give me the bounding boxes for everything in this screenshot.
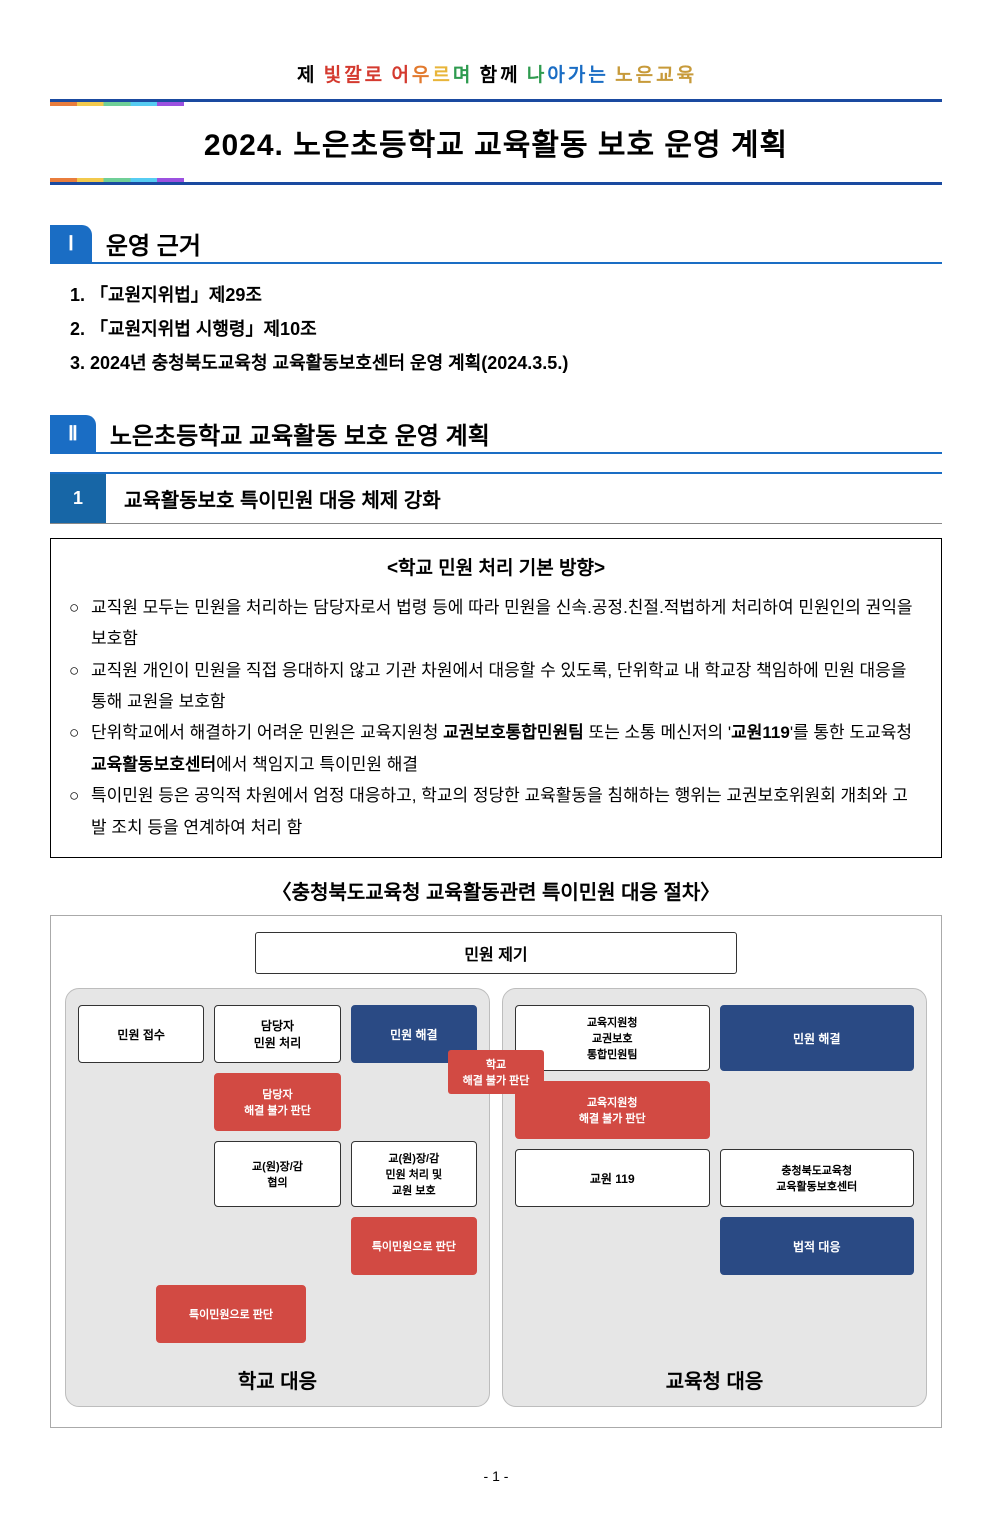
- flow-node-red: 담당자해결 불가 판단: [214, 1073, 340, 1131]
- flow-node-red: 특이민원으로 판단: [351, 1217, 477, 1275]
- title-box: 2024. 노은초등학교 교육활동 보호 운영 계획: [50, 99, 942, 185]
- direction-box-title: <학교 민원 처리 기본 방향>: [69, 551, 923, 586]
- flow-wrap: 민원 제기 학교해결 불가 판단 민원 접수 담당자민원 처리 민원 해결 담당…: [50, 915, 942, 1428]
- direction-item: ○교직원 개인이 민원을 직접 응대하지 않고 기관 차원에서 대응할 수 있도…: [69, 655, 923, 718]
- flow-node: 민원 접수: [78, 1005, 204, 1063]
- flow-node-red: 교육지원청해결 불가 판단: [515, 1081, 710, 1139]
- flow-columns: 학교해결 불가 판단 민원 접수 담당자민원 처리 민원 해결 담당자해결 불가…: [65, 988, 927, 1407]
- flow-panel-school: 민원 접수 담당자민원 처리 민원 해결 담당자해결 불가 판단 교(원)장/감…: [65, 988, 490, 1407]
- page-number: - 1 -: [50, 1468, 942, 1484]
- flow-node: 교(원)장/감민원 처리 및교원 보호: [351, 1141, 477, 1207]
- direction-item: ○특이민원 등은 공익적 차원에서 엄정 대응하고, 학교의 정당한 교육활동을…: [69, 780, 923, 843]
- basis-list: 1. 「교원지위법」제29조 2. 「교원지위법 시행령」제10조 3. 202…: [50, 278, 942, 381]
- section-1-num: Ⅰ: [50, 225, 92, 262]
- section-1-title: 운영 근거: [106, 226, 201, 261]
- flow-center-red: 학교해결 불가 판단: [448, 1050, 544, 1094]
- section-2-num: Ⅱ: [50, 415, 96, 452]
- main-title: 2024. 노은초등학교 교육활동 보호 운영 계획: [204, 129, 788, 162]
- direction-text: 교직원 개인이 민원을 직접 응대하지 않고 기관 차원에서 대응할 수 있도록…: [91, 655, 923, 718]
- flow-node: 담당자민원 처리: [214, 1005, 340, 1063]
- flow-raise: 민원 제기: [255, 932, 737, 974]
- flow-node-red: 특이민원으로 판단: [156, 1285, 306, 1343]
- direction-item: ○교직원 모두는 민원을 처리하는 담당자로서 법령 등에 따라 민원을 신속.…: [69, 592, 923, 655]
- section-2-head: Ⅱ 노은초등학교 교육활동 보호 운영 계획: [50, 415, 942, 454]
- direction-text: 교직원 모두는 민원을 처리하는 담당자로서 법령 등에 따라 민원을 신속.공…: [91, 592, 923, 655]
- sub-1-head: 1 교육활동보호 특이민원 대응 체제 강화: [50, 472, 942, 524]
- section-1-head: Ⅰ 운영 근거: [50, 225, 942, 264]
- flow-panel-label: 교육청 대응: [515, 1365, 914, 1394]
- slogan: 제 빛깔로 어우르며 함께 나아가는 노은교육: [50, 60, 942, 87]
- direction-box: <학교 민원 처리 기본 방향> ○교직원 모두는 민원을 처리하는 담당자로서…: [50, 538, 942, 859]
- direction-text: 특이민원 등은 공익적 차원에서 엄정 대응하고, 학교의 정당한 교육활동을 …: [91, 780, 923, 843]
- section-2-title: 노은초등학교 교육활동 보호 운영 계획: [110, 416, 490, 451]
- basis-item: 3. 2024년 충청북도교육청 교육활동보호센터 운영 계획(2024.3.5…: [70, 346, 942, 380]
- sub-1-num: 1: [50, 474, 106, 523]
- basis-item: 2. 「교원지위법 시행령」제10조: [70, 312, 942, 346]
- flow-title: 〈충청북도교육청 교육활동관련 특이민원 대응 절차〉: [50, 876, 942, 905]
- flow-panel-office: 교육지원청교권보호통합민원팀 민원 해결 교육지원청해결 불가 판단 교원 11…: [502, 988, 927, 1407]
- flow-node-resolve: 민원 해결: [720, 1005, 915, 1071]
- flow-panel-label: 학교 대응: [78, 1365, 477, 1394]
- direction-text: 단위학교에서 해결하기 어려운 민원은 교육지원청 교권보호통합민원팀 또는 소…: [91, 717, 923, 780]
- flow-node: 교육지원청교권보호통합민원팀: [515, 1005, 710, 1071]
- sub-1-title: 교육활동보호 특이민원 대응 체제 강화: [106, 474, 459, 523]
- direction-item: ○단위학교에서 해결하기 어려운 민원은 교육지원청 교권보호통합민원팀 또는 …: [69, 717, 923, 780]
- basis-item: 1. 「교원지위법」제29조: [70, 278, 942, 312]
- flow-node: 교(원)장/감협의: [214, 1141, 340, 1207]
- flow-node: 교원 119: [515, 1149, 710, 1207]
- flow-node-legal: 법적 대응: [720, 1217, 915, 1275]
- flow-node: 충청북도교육청교육활동보호센터: [720, 1149, 915, 1207]
